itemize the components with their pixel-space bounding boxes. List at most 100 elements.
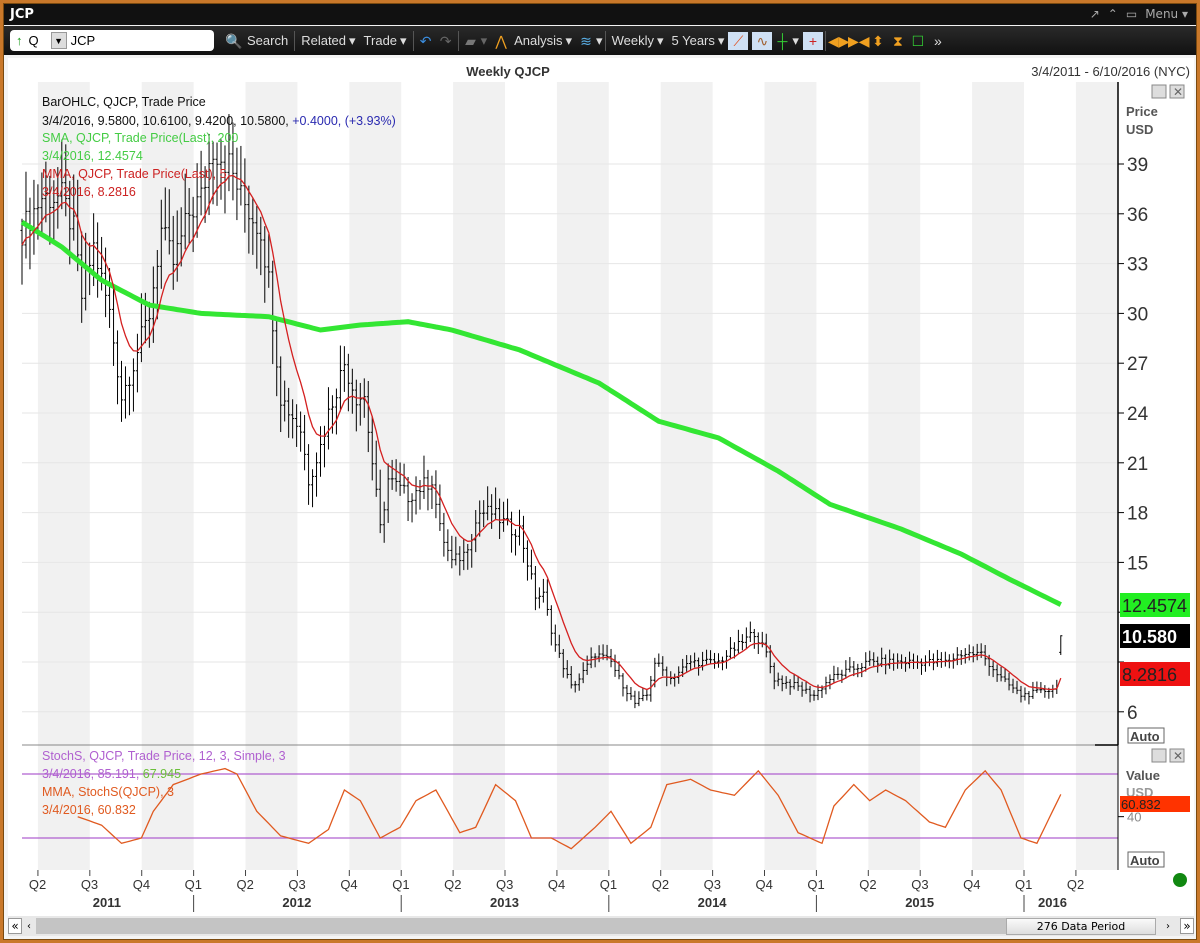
price-auto-scale-button[interactable] [1127, 727, 1165, 744]
ohlc-bar [458, 546, 462, 576]
more-icon[interactable]: » [934, 32, 942, 49]
scroll-right-button[interactable]: › [1166, 920, 1170, 932]
bar-legend-values: 3/4/2016, 9.5800, 10.6100, 9.4200, 10.58… [42, 114, 396, 128]
ohlc-bar [629, 687, 633, 701]
stoch-auto-scale-button[interactable] [1127, 851, 1165, 868]
panel-close-icon[interactable] [1169, 84, 1185, 99]
ohlc-bar [899, 654, 904, 669]
symbol-input-group[interactable]: ↑ Q ▼ JCP [10, 30, 214, 51]
ohlc-bar [637, 691, 641, 707]
maximize-icon[interactable]: ▭ [1125, 7, 1138, 21]
symbol-input[interactable]: JCP [70, 33, 96, 48]
ohlc-bar [326, 387, 331, 450]
quarter-tick-label: Q3 [496, 877, 513, 892]
ohlc-bar [119, 360, 124, 422]
ohlc-bar [533, 566, 538, 611]
ohlc-bar [48, 175, 52, 245]
svg-text:Auto: Auto [1130, 853, 1160, 868]
sma-200-line [20, 219, 1062, 607]
ohlc-bar [438, 484, 442, 531]
ohlc-bar [390, 459, 394, 490]
collapse-icon[interactable]: ⌃ [1107, 7, 1118, 21]
ohlc-bar [96, 222, 100, 298]
ohlc-bar [60, 139, 64, 210]
ohlc-bar [975, 643, 979, 661]
ohlc-bar [565, 660, 569, 679]
value-axis-label: Value [1126, 768, 1160, 783]
redo-icon[interactable]: ↷ [439, 32, 452, 49]
ohlc-bar [291, 399, 295, 439]
menu-button[interactable]: Menu ▾ [1145, 7, 1188, 21]
ohlc-bar [283, 380, 287, 422]
ohlc-bar [704, 649, 709, 665]
ohlc-bar [251, 197, 255, 255]
trade-menu[interactable]: Trade ▾ [363, 32, 407, 49]
ohlc-bar [561, 649, 565, 678]
ohlc-bar [569, 666, 573, 689]
ohlc-bar [28, 197, 32, 270]
ohlc-bar [295, 404, 299, 447]
ohlc-bar [271, 260, 275, 365]
ohlc-bar [462, 538, 466, 571]
ohlc-bar [498, 498, 502, 539]
ohlc-bar [123, 366, 128, 419]
stoch-panel-close-icon[interactable] [1169, 748, 1185, 763]
sma-price-tag [1120, 593, 1190, 617]
ohlc-bar [860, 663, 864, 678]
scroll-end-button[interactable]: » [1180, 918, 1194, 934]
ohlc-bar [302, 414, 307, 471]
ohlc-bar [207, 133, 211, 216]
ohlc-bar [494, 487, 498, 521]
time-scrollbar[interactable]: « ‹ 276 Data Period › » [8, 916, 1194, 936]
ohlc-bar [573, 680, 577, 693]
ohlc-bar [398, 462, 402, 496]
line-chart-icon[interactable]: ⟋ [728, 31, 749, 50]
ohlc-bar [135, 333, 140, 393]
stoch-panel-restore-icon[interactable] [1151, 748, 1167, 763]
crosshair-icon[interactable]: ┼ [777, 32, 788, 49]
ohlc-bar [482, 500, 486, 528]
scroll-start-button[interactable]: « [8, 918, 22, 934]
expand-vertical-icon[interactable]: ⬍ [872, 32, 884, 49]
ohlc-bar [585, 655, 589, 675]
folder-icon[interactable]: ▰ [465, 32, 476, 49]
analysis-menu[interactable]: ⋀ Analysis ▾ [487, 32, 576, 50]
compare-chart-icon[interactable]: ∿ [752, 31, 773, 50]
popout-icon[interactable]: ↗ [1089, 7, 1100, 21]
range-select[interactable]: 5 Years ▾ [671, 32, 725, 49]
symbol-dropdown[interactable]: ▼ [50, 32, 67, 49]
mma-legend-values: 3/4/2016, 8.2816 [42, 185, 136, 199]
compress-vertical-icon[interactable]: ⧗ [893, 32, 903, 49]
title-bar: JCP ↗ ⌃ ▭ Menu ▾ [4, 4, 1196, 25]
expand-horizontal-icon[interactable]: ◀▶ [827, 32, 850, 49]
price-tick-label: 39 [1127, 155, 1148, 176]
price-tick-label: 36 [1127, 205, 1148, 226]
undo-icon[interactable]: ↶ [419, 32, 432, 49]
studies-icon[interactable]: ≋ [580, 32, 592, 49]
zoom-box-icon[interactable]: + [802, 31, 823, 50]
interval-select[interactable]: Weekly ▾ [611, 32, 664, 49]
related-menu[interactable]: Related ▾ [301, 32, 356, 49]
ohlc-bar [557, 634, 561, 658]
scrollbar-track[interactable] [36, 918, 1006, 934]
ohlc-bar [716, 653, 721, 668]
scrollbar-thumb[interactable]: 276 Data Period [1006, 917, 1156, 935]
scroll-left-button[interactable]: ‹ [27, 920, 31, 932]
select-box-icon[interactable]: ☐ [911, 32, 925, 49]
search-button[interactable]: 🔍 Search [225, 32, 289, 49]
quarter-tick-label: Q4 [963, 877, 980, 892]
ohlc-bar [446, 529, 450, 562]
stoch-mma-legend-title: MMA, StochS(QJCP), 3 [42, 785, 174, 799]
ohlc-bar [760, 631, 764, 648]
ohlc-bar [689, 655, 693, 671]
year-label: 2016 [1038, 895, 1067, 910]
ohlc-bar [597, 645, 601, 663]
ohlc-bar [72, 174, 76, 241]
ohlc-bar [780, 675, 784, 692]
compress-horizontal-icon[interactable]: ▶◀ [847, 32, 870, 49]
year-label: 2013 [490, 895, 519, 910]
ohlc-bar [450, 535, 454, 569]
panel-restore-icon[interactable] [1151, 84, 1167, 99]
ohlc-bar [999, 666, 1003, 682]
